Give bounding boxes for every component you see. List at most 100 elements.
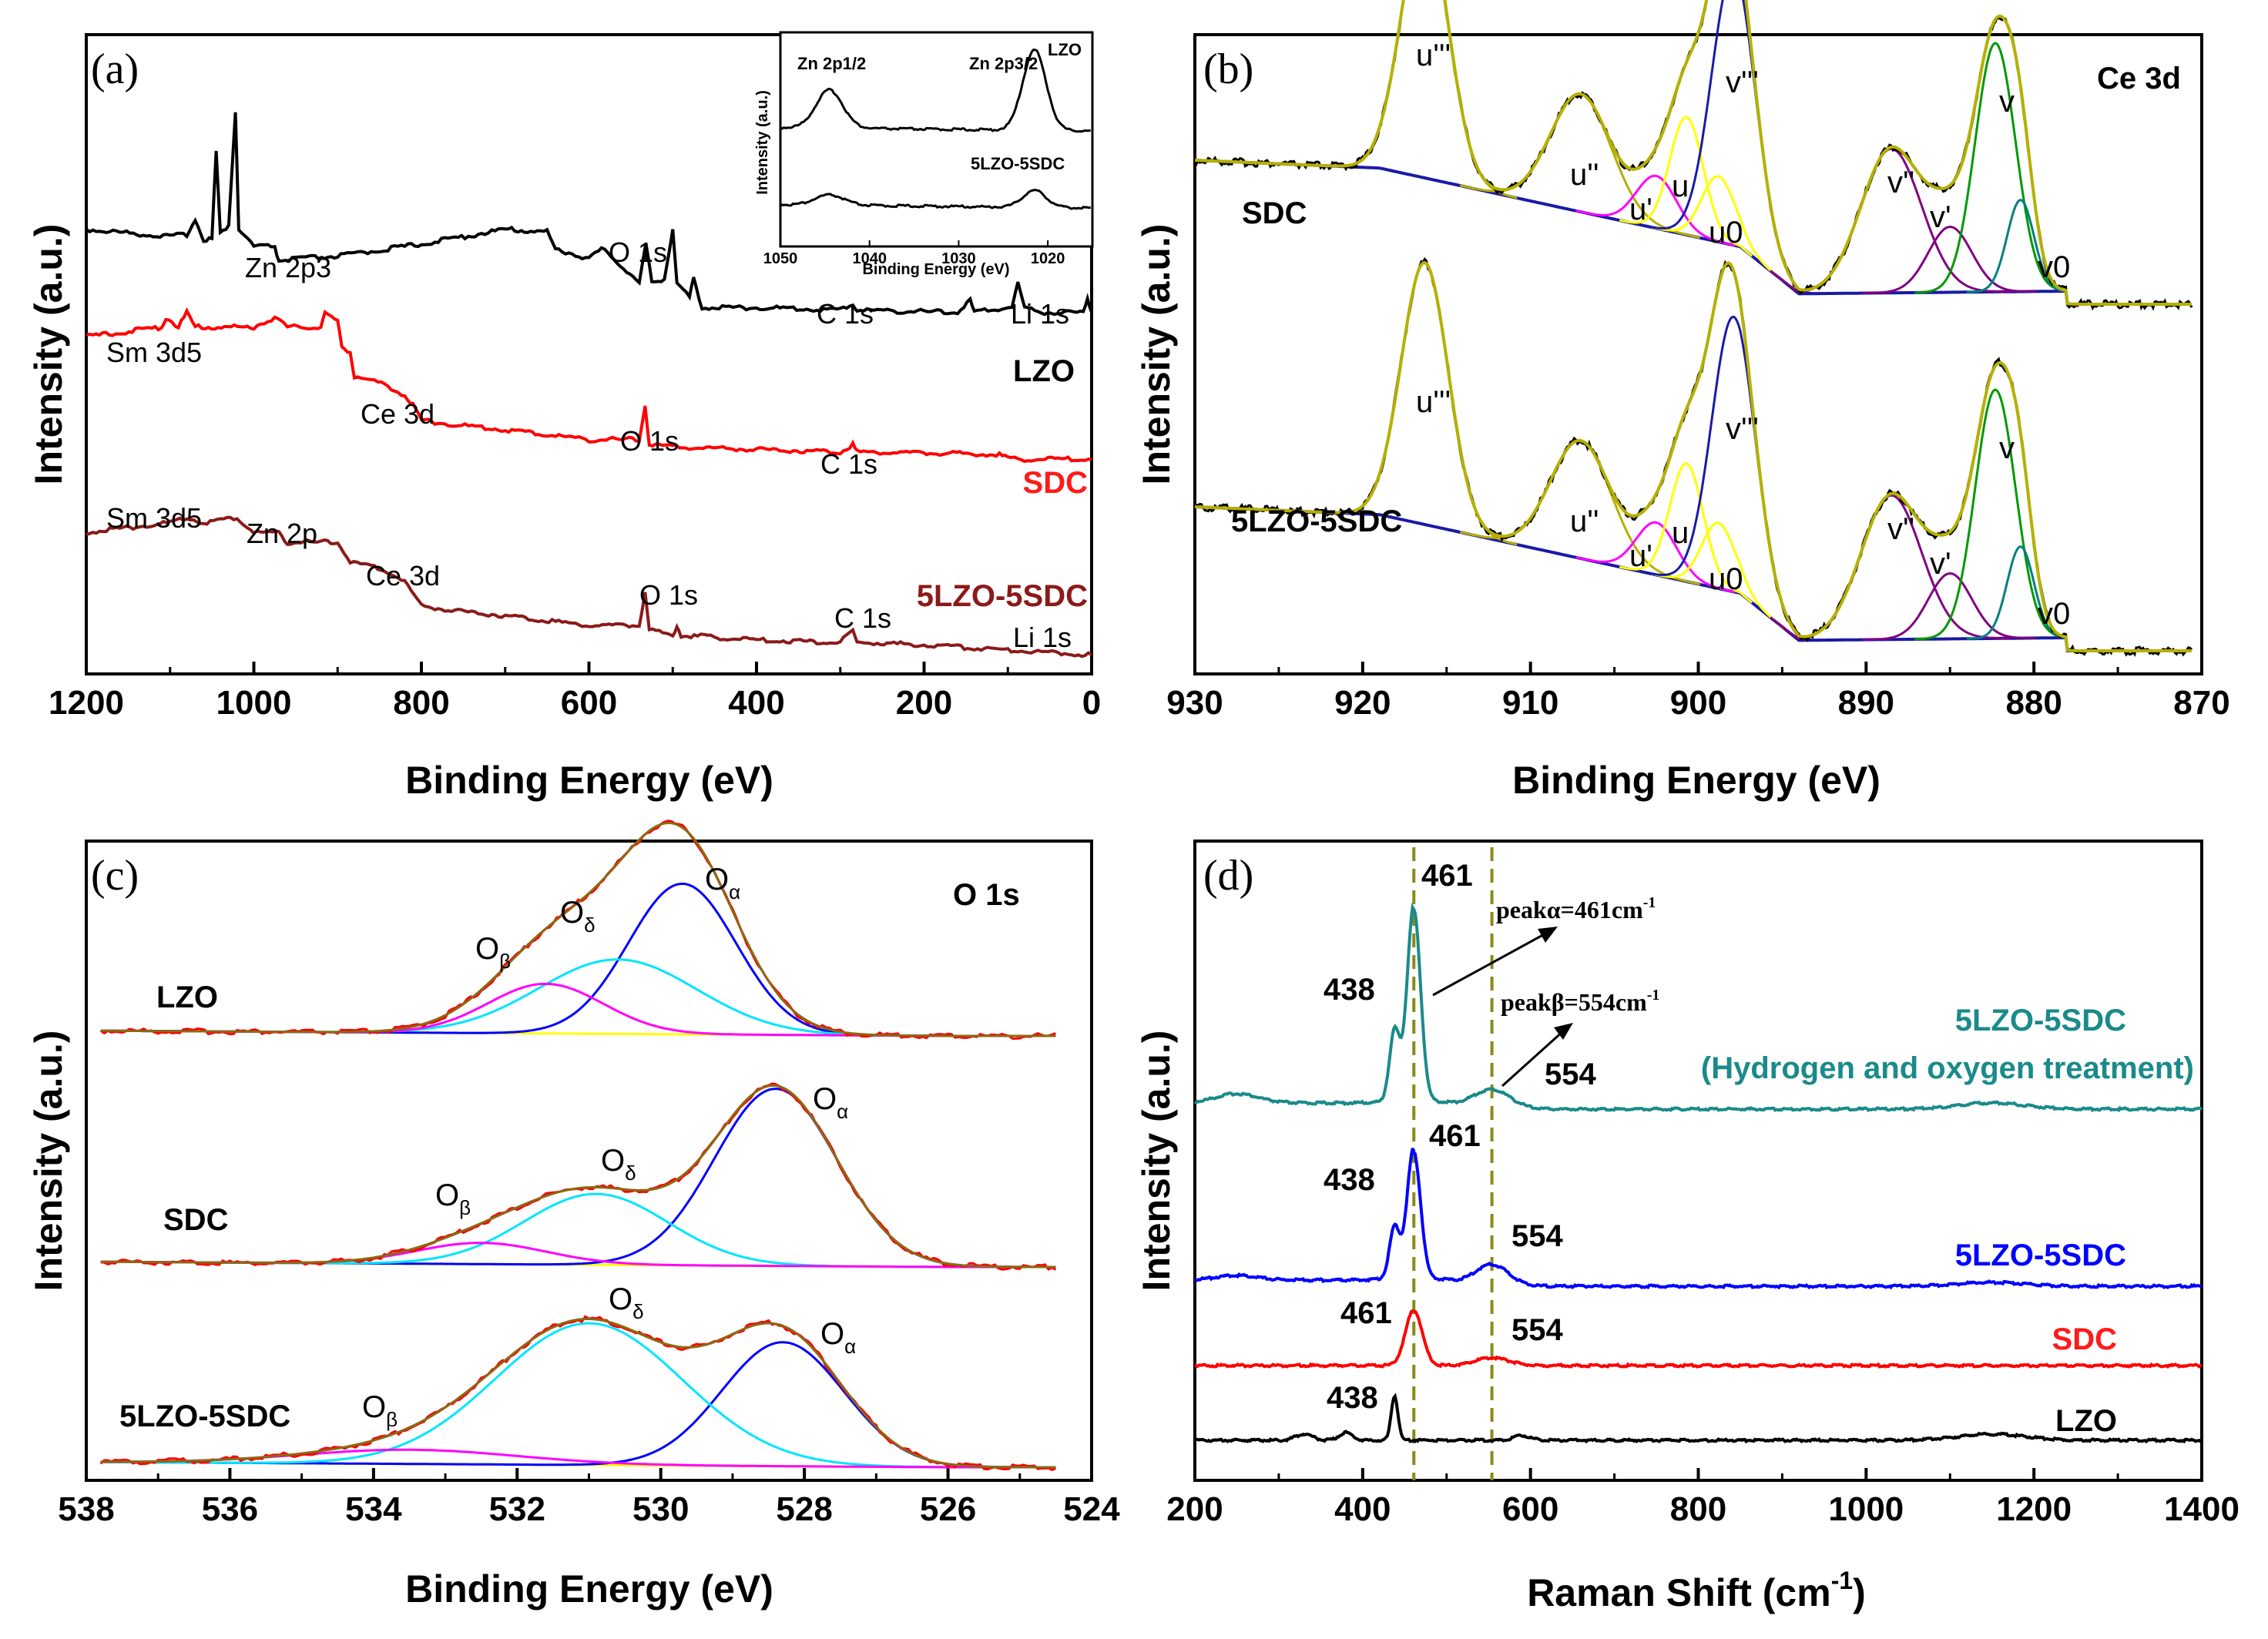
panel-d-xlabel-main: Raman Shift (cm [1527, 1571, 1831, 1614]
panel-c-peak-label: Oα [813, 1082, 848, 1123]
panel-a-ylabel: Intensity (a.u.) [27, 224, 70, 485]
panel-c-peak-label-main: O [362, 1390, 386, 1424]
panel-c-x-ticks: 538 536 534 532 530 528 526 524 [58, 1468, 1120, 1528]
panel-c-component-2-1 [100, 1322, 1056, 1469]
panel-b-x-tick-label: 880 [2005, 684, 2062, 722]
panel-c-peak-label-main: O [609, 1282, 632, 1316]
panel-b-peak-label: v'' [1887, 166, 1914, 199]
panel-c-sample-5lzo-5sdc: 5LZO-5SDC [119, 1399, 290, 1433]
peak-438-5lzo: 438 [1324, 1163, 1375, 1197]
panel-c-title: O 1s [953, 878, 1020, 912]
panel-c-xlabel: Binding Energy (eV) [405, 1567, 773, 1611]
panel-c-peak-label-main: O [475, 932, 499, 966]
panel-a-x-tick-label: 0 [1082, 684, 1101, 722]
panel-c-peak-label: Oβ [362, 1390, 398, 1431]
panel-b-x-tick-label: 920 [1334, 684, 1391, 722]
annot-c-1s-5lzo: C 1s [834, 602, 891, 634]
panel-b-series [1193, 0, 2193, 657]
inset-tick-label: 1040 [852, 250, 887, 267]
panel-a-series-lzo [85, 112, 1093, 317]
panel-b-peak-label: u''' [1416, 385, 1451, 419]
panel-a-xlabel: Binding Energy (eV) [405, 759, 773, 802]
panel-c-peak-label-main: O [820, 1317, 844, 1351]
callout-beta-sup: -1 [1647, 987, 1660, 1004]
panel-a-annotations: Zn 2p3 O 1s C 1s Li 1s Sm 3d5 Ce 3d O 1s… [106, 236, 1072, 653]
panel-b-peak-label: u' [1629, 539, 1652, 573]
panel-b-peak-label: u [1672, 169, 1689, 203]
panel-d-xlabel: Raman Shift (cm-1) [1527, 1567, 1866, 1614]
annot-o-1s-5lzo: O 1s [639, 579, 698, 611]
callout-beta-text: peakβ=554cm [1501, 988, 1647, 1016]
panel-b-component-sdc-2 [1575, 174, 1736, 247]
panel-d-series-label-5lzo-5sdc: 5LZO-5SDC [1955, 1238, 2126, 1272]
panel-b-peak-label: v' [1930, 200, 1951, 234]
panel-b-peak-label: u [1672, 516, 1689, 550]
inset-series-5lzo-5sdc [780, 188, 1091, 210]
inset-label-lzo: LZO [1048, 40, 1082, 59]
panel-d-x-tick-label: 1000 [1828, 1490, 1904, 1528]
panel-a-x-tick-label: 400 [728, 684, 784, 722]
panel-c-peak-label: Oα [820, 1317, 856, 1358]
panel-a-series [85, 112, 1093, 659]
panel-b-xlabel: Binding Energy (eV) [1512, 759, 1880, 802]
panel-b-component-sdc-8 [1914, 42, 2075, 306]
panel-a-label-lzo: LZO [1013, 354, 1075, 388]
panel-d-label: (d) [1203, 852, 1253, 900]
panel-a-label-sdc: SDC [1023, 466, 1088, 500]
panel-c-data-2 [99, 1315, 1057, 1472]
panel-c-peak-label-sub: β [386, 1408, 398, 1431]
panel-c-peak-label-main: O [560, 896, 584, 930]
panel-a-label: (a) [91, 45, 139, 93]
panel-b-peak-label: v' [1930, 547, 1951, 581]
panel-b-component-5lzo-5sdc-4 [1651, 521, 1785, 629]
panel-d-series-label-lzo: LZO [2055, 1404, 2117, 1438]
inset-ylabel: Intensity (a.u.) [754, 90, 771, 195]
peak-461-treated: 461 [1421, 859, 1473, 893]
panel-d-x-ticks: 200 400 600 800 1000 1200 1400 [1166, 1468, 2239, 1528]
peak-554-5lzo: 554 [1511, 1219, 1563, 1253]
panel-c-sample-sdc: SDC [163, 1203, 228, 1237]
panel-c-peak-label-sub: δ [632, 1300, 643, 1323]
panel-b-component-5lzo-5sdc-7 [1862, 571, 2036, 642]
panel-b-component-5lzo-5sdc-3 [1619, 462, 1753, 604]
panel-d-series [1193, 847, 2203, 1480]
inset-label-zn-2p1-2: Zn 2p1/2 [797, 54, 866, 73]
panel-c-x-tick-label: 524 [1063, 1490, 1120, 1528]
annot-zn-2p-5lzo: Zn 2p [247, 518, 317, 549]
panel-b-x-tick-label: 870 [2173, 684, 2229, 722]
panel-b-peak-label: u' [1629, 193, 1652, 226]
panel-c-envelope-1 [100, 1084, 1056, 1269]
panel-b-x-tick-label: 900 [1670, 684, 1726, 722]
peak-438-treated: 438 [1324, 973, 1375, 1007]
panel-c-frame [85, 840, 1093, 1482]
panel-d-series-subtitle: (Hydrogen and oxygen treatment) [1701, 1051, 2194, 1085]
panel-d-x-tick-label: 1200 [1996, 1490, 2072, 1528]
panel-b-component-sdc-7 [1862, 225, 2036, 295]
annot-li-1s-5lzo: Li 1s [1013, 622, 1072, 653]
inset-series-lzo [780, 49, 1091, 133]
panel-b-component-5lzo-5sdc-8 [1914, 388, 2075, 652]
panel-b: (b) Ce 3d 930 920 910 900 890 880 870 Binding … [1135, 0, 2230, 802]
panel-c-peak-label: Oδ [609, 1282, 644, 1323]
panel-b-peak-label: v [1999, 85, 2015, 119]
panel-c-x-tick-label: 534 [345, 1490, 402, 1528]
panel-c-series [99, 820, 1057, 1472]
panel-b-peak-label: u0 [1709, 562, 1743, 596]
annot-sm-3d5-sdc: Sm 3d5 [106, 337, 202, 368]
panel-b-peak-label: v [1999, 431, 2015, 465]
callout-alpha-sup: -1 [1643, 894, 1656, 911]
panel-c-label: (c) [91, 852, 139, 900]
panel-c-x-tick-label: 536 [202, 1490, 258, 1528]
panel-c: (c) O 1s 538 536 534 532 530 528 526 524 Bindin… [27, 820, 1120, 1611]
panel-b-envelope-sdc [1194, 0, 2192, 306]
inset-xlabel: Binding Energy (eV) [862, 261, 1009, 278]
annot-sm-3d5-5lzo: Sm 3d5 [106, 502, 202, 534]
annot-ce-3d-5lzo: Ce 3d [366, 560, 440, 592]
panel-d-xlabel-close: ) [1853, 1571, 1866, 1614]
panel-a-x-tick-label: 800 [393, 684, 449, 722]
panel-c-peak-label: Oδ [560, 896, 596, 937]
panel-b-sample-5lzo-5sdc: 5LZO-5SDC [1231, 504, 1402, 538]
panel-a-x-tick-label: 1000 [216, 684, 292, 722]
panel-c-x-tick-label: 532 [489, 1490, 545, 1528]
annot-ce-3d-sdc: Ce 3d [361, 398, 434, 430]
